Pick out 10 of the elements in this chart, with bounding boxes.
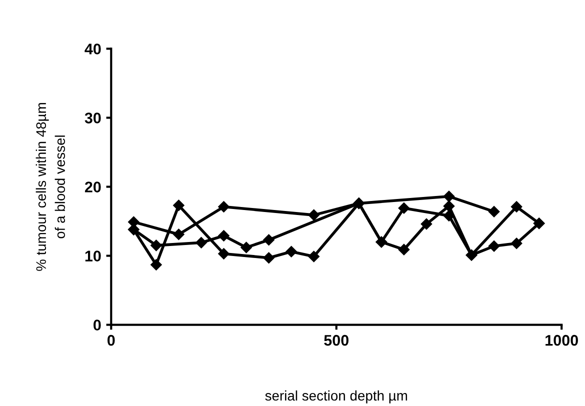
y-axis-title: % tumour cells within 48µm of a blood vessel [36, 103, 66, 271]
x-tick-label: 1000 [546, 334, 578, 346]
y-tick-label: 0 [94, 320, 101, 330]
y-tick-label: 40 [84, 44, 101, 54]
x-tick-label: 500 [324, 334, 348, 346]
y-tick-label: 30 [84, 112, 101, 124]
y-tick-label: 10 [85, 250, 101, 262]
x-axis-title: serial section depth µm [265, 390, 408, 404]
x-tick-label: 0 [108, 334, 115, 346]
y-tick-label: 20 [84, 182, 101, 192]
